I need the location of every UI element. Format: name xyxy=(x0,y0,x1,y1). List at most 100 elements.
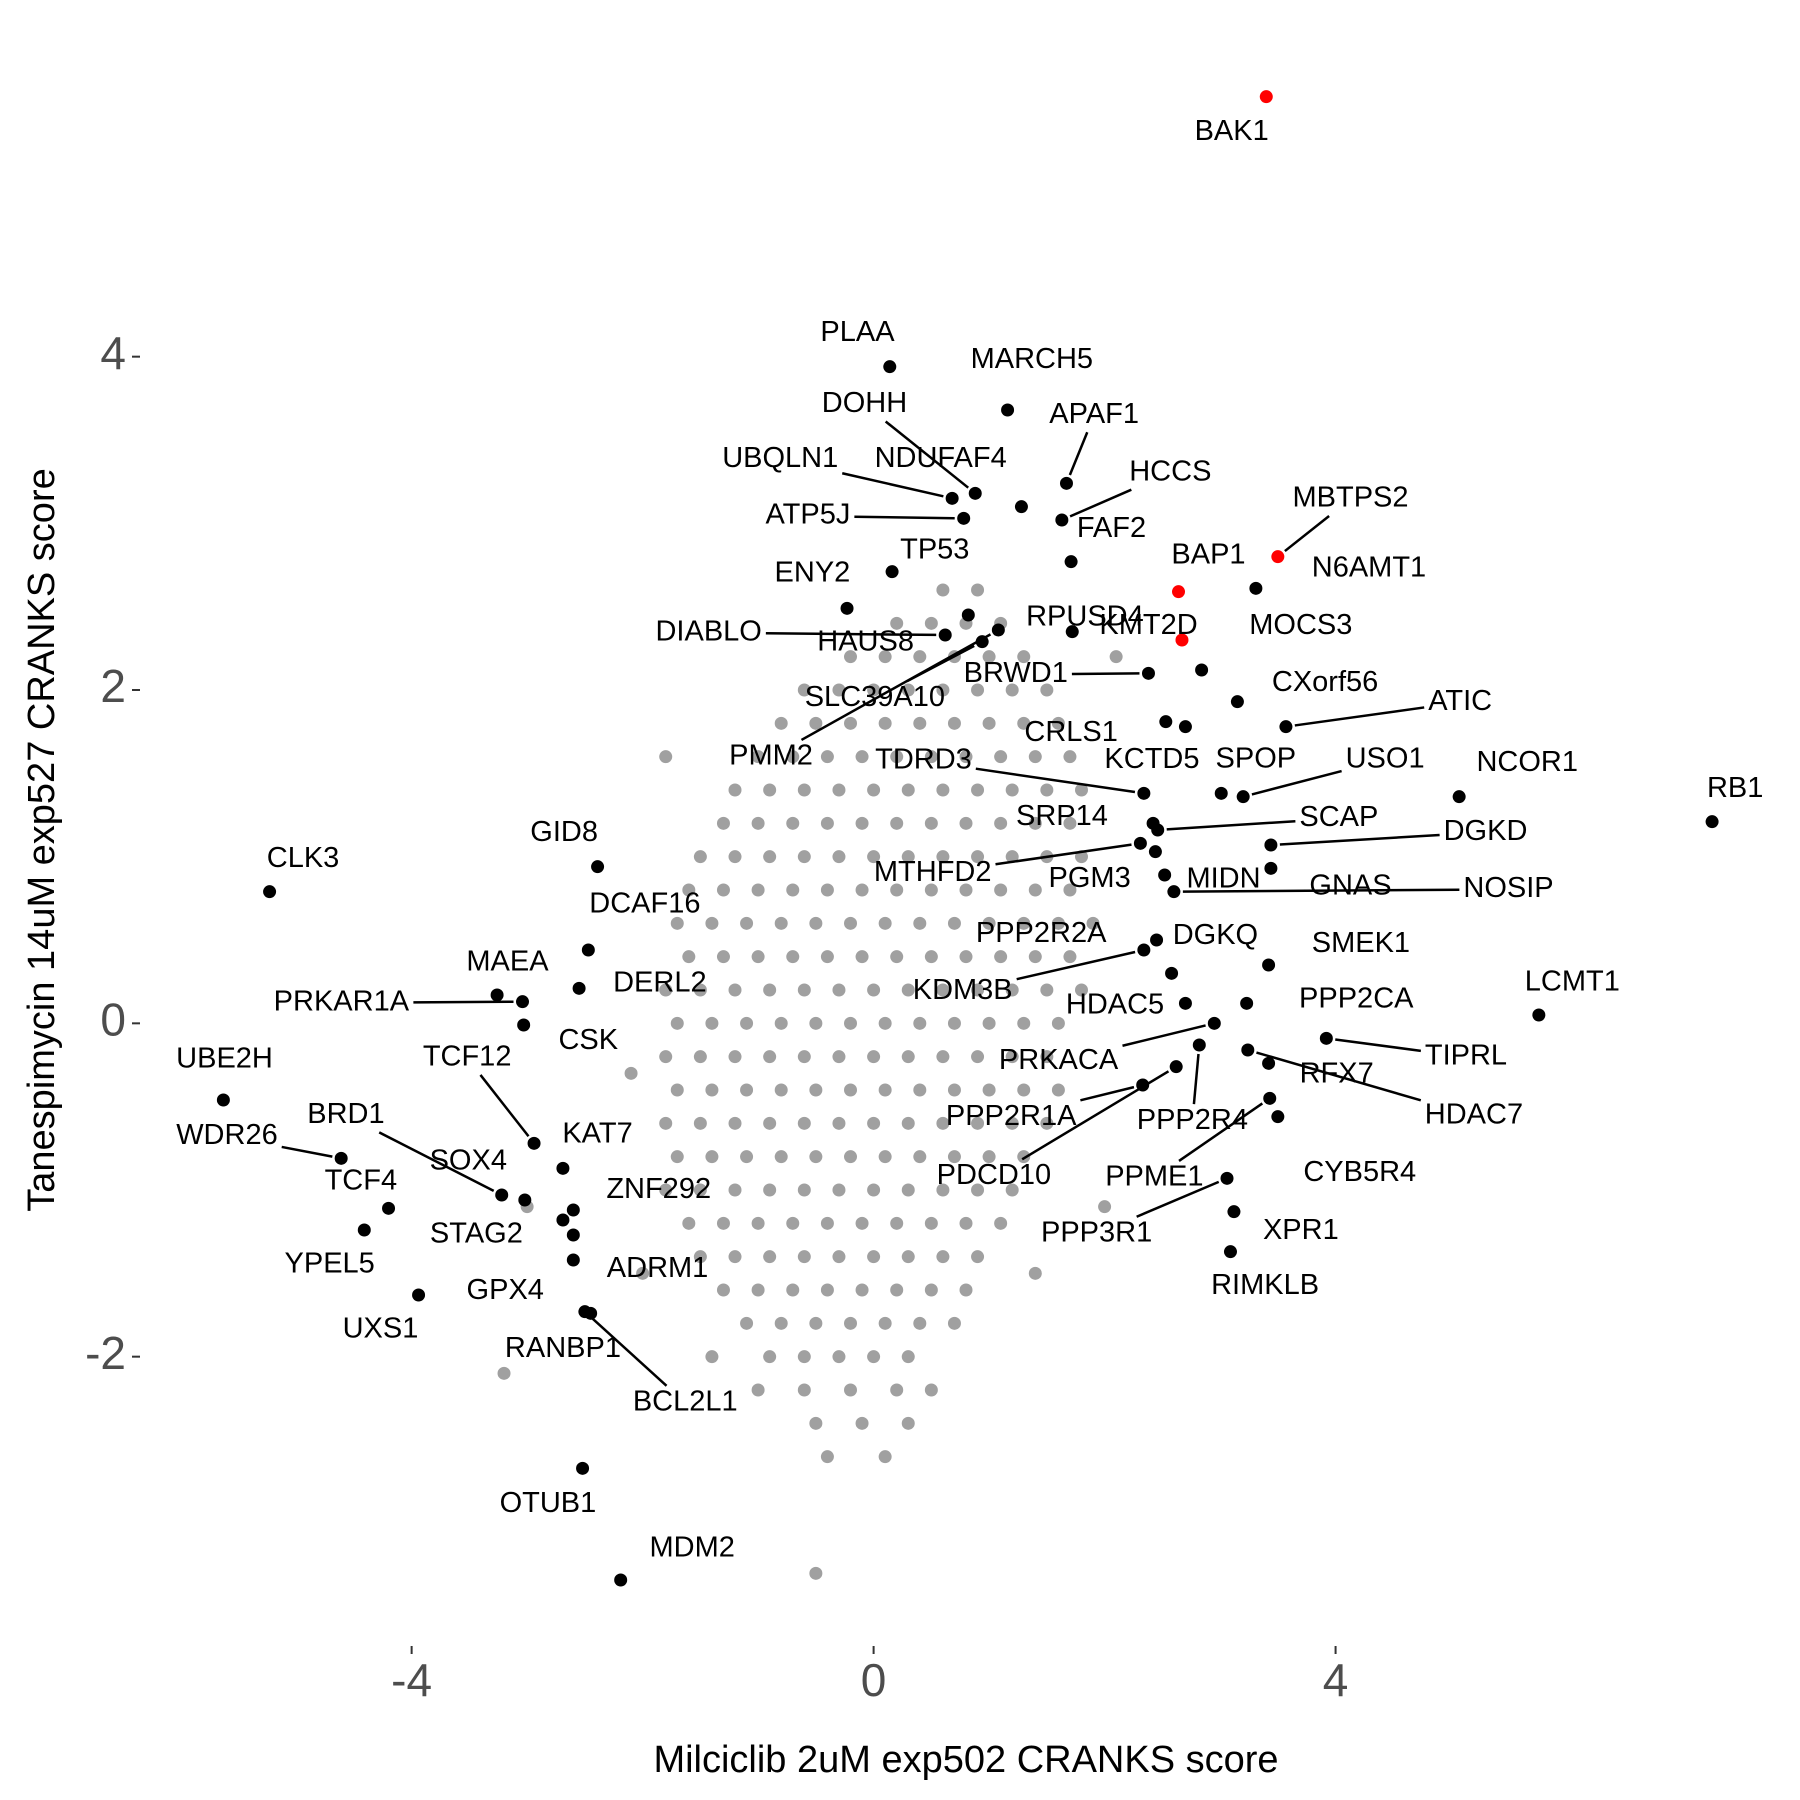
point xyxy=(716,950,730,964)
point xyxy=(959,883,973,897)
highlight-point xyxy=(1195,663,1209,677)
highlight-point xyxy=(216,1093,230,1107)
highlight-point xyxy=(516,995,530,1009)
point xyxy=(844,1383,858,1397)
point xyxy=(740,1083,754,1097)
point xyxy=(763,1350,777,1364)
leader-line xyxy=(1192,1053,1200,1105)
point xyxy=(913,1150,927,1164)
highlight-point xyxy=(1178,720,1192,734)
point xyxy=(947,1083,961,1097)
highlight-point xyxy=(1705,815,1719,829)
leader-line xyxy=(1294,706,1425,727)
point xyxy=(947,1016,961,1030)
highlight-point xyxy=(1223,1245,1237,1259)
point xyxy=(786,750,800,764)
leader-line xyxy=(590,1316,668,1387)
highlight-point xyxy=(490,988,504,1002)
point-label: LCMT1 xyxy=(1525,965,1620,997)
point-label: MIDN xyxy=(1186,862,1260,894)
highlight-point xyxy=(1151,823,1165,837)
point xyxy=(959,1216,973,1230)
point xyxy=(774,716,788,730)
point xyxy=(763,1250,777,1264)
highlight-point xyxy=(957,511,971,525)
point xyxy=(959,950,973,964)
point xyxy=(763,783,777,797)
point xyxy=(924,950,938,964)
point-label: CYB5R4 xyxy=(1303,1156,1416,1188)
point xyxy=(728,783,742,797)
leader-line xyxy=(854,515,955,520)
point xyxy=(1028,1266,1042,1280)
highlight-point xyxy=(1137,943,1151,957)
point xyxy=(890,1216,904,1230)
point-label: BRD1 xyxy=(307,1098,384,1130)
point xyxy=(878,1150,892,1164)
point xyxy=(901,1116,915,1130)
point xyxy=(971,583,985,597)
point xyxy=(994,883,1008,897)
leader-line xyxy=(1335,1038,1422,1053)
point xyxy=(786,816,800,830)
leader-line xyxy=(378,1131,495,1193)
point xyxy=(1040,1050,1054,1064)
point xyxy=(936,583,950,597)
highlight-point xyxy=(938,628,952,642)
point xyxy=(982,1083,996,1097)
point xyxy=(728,850,742,864)
highlight-point xyxy=(840,601,854,615)
point xyxy=(1109,650,1123,664)
highlight-point xyxy=(1158,868,1172,882)
point xyxy=(1005,783,1019,797)
point-label: BCL2L1 xyxy=(633,1385,738,1417)
point xyxy=(1005,683,1019,697)
point xyxy=(982,1150,996,1164)
highlight-point xyxy=(518,1193,532,1207)
point xyxy=(728,1183,742,1197)
point xyxy=(705,1083,719,1097)
point xyxy=(797,1383,811,1397)
point xyxy=(774,916,788,930)
point xyxy=(1005,1116,1019,1130)
point xyxy=(1028,883,1042,897)
point xyxy=(832,783,846,797)
point-label: DGKQ xyxy=(1173,919,1258,951)
point xyxy=(797,1250,811,1264)
highlight-point xyxy=(1227,1205,1241,1219)
point xyxy=(901,783,915,797)
point xyxy=(832,983,846,997)
leader-line xyxy=(1080,1085,1135,1102)
highlight-point xyxy=(1150,933,1164,947)
point xyxy=(797,783,811,797)
point xyxy=(820,1216,834,1230)
point xyxy=(855,816,869,830)
point-label: KCTD5 xyxy=(1104,743,1199,775)
point-label: CXorf56 xyxy=(1272,666,1378,698)
point xyxy=(1074,783,1088,797)
point-label: FAF2 xyxy=(1077,512,1146,544)
point xyxy=(693,1183,707,1197)
point xyxy=(751,816,765,830)
point xyxy=(924,816,938,830)
highlight-point xyxy=(614,1573,628,1587)
point xyxy=(705,1150,719,1164)
point xyxy=(890,1383,904,1397)
point xyxy=(971,1116,985,1130)
point xyxy=(913,716,927,730)
leader-line xyxy=(1182,888,1460,893)
point xyxy=(844,1316,858,1330)
leader-line xyxy=(413,1000,514,1004)
point xyxy=(1005,983,1019,997)
point xyxy=(740,916,754,930)
leader-line xyxy=(1166,819,1296,831)
leader-line xyxy=(1122,1024,1206,1047)
point-label: PRKACA xyxy=(999,1044,1119,1076)
point xyxy=(971,1250,985,1264)
highlight-point xyxy=(576,1461,590,1475)
point-label: HDAC7 xyxy=(1425,1098,1523,1130)
point xyxy=(774,1083,788,1097)
point-label: PGM3 xyxy=(1049,862,1131,894)
leader-line xyxy=(1021,1070,1170,1161)
